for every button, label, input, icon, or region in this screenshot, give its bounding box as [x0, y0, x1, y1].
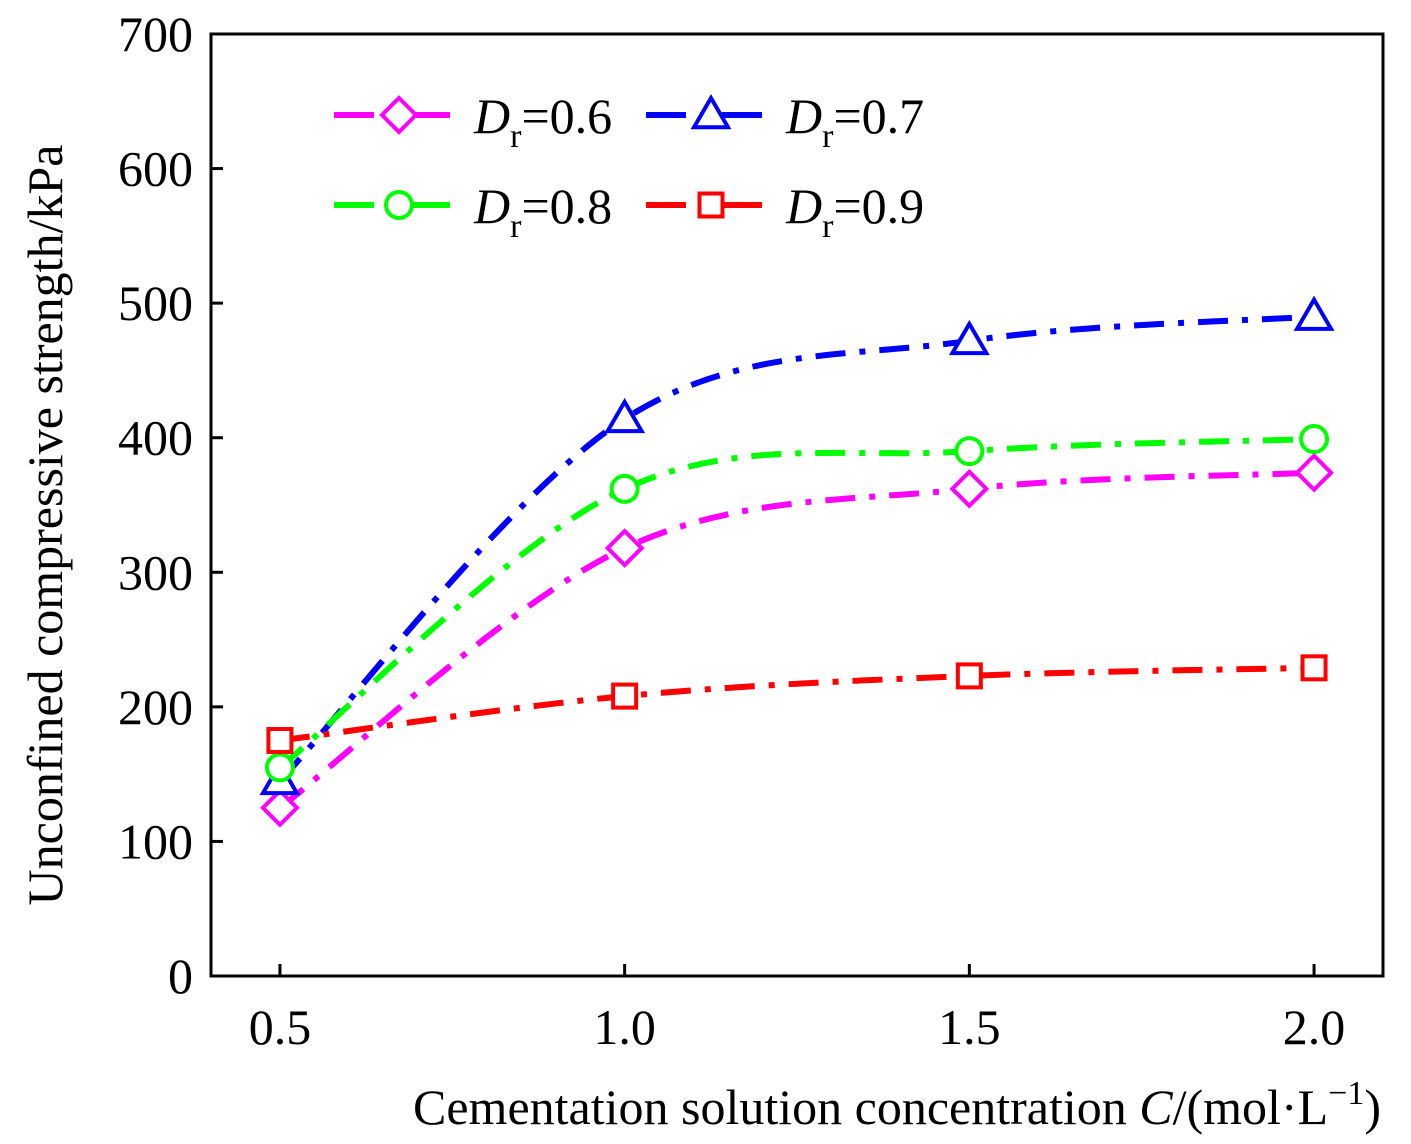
series-line-dr09 [279, 664, 1315, 744]
legend-label-sub: r [510, 118, 522, 155]
x-axis-title-unit: /(mol·L [1173, 1079, 1329, 1135]
data-point-dr09 [955, 662, 983, 690]
legend-item-dr09: Dr=0.9 [646, 178, 924, 245]
y-tick-label: 500 [118, 275, 193, 331]
y-tick-label: 700 [118, 6, 193, 62]
y-tick-label: 400 [118, 410, 193, 466]
x-tick-label: 2.0 [1283, 999, 1346, 1055]
data-point-dr09 [1300, 654, 1328, 682]
y-tick-label: 0 [168, 948, 193, 1004]
series-layer [259, 295, 1335, 828]
x-axis-title-close: ) [1364, 1079, 1381, 1135]
data-point-dr06 [1294, 452, 1334, 493]
series-dr06 [260, 452, 1334, 828]
legend-marker [379, 95, 419, 135]
x-axis-title-variable: C [1139, 1079, 1173, 1135]
x-tick-label: 1.0 [593, 999, 656, 1055]
legend-label: Dr=0.7 [785, 88, 924, 155]
legend-label-sub: r [822, 208, 834, 245]
legend-item-dr07: Dr=0.7 [646, 88, 924, 155]
data-point-dr06 [949, 469, 990, 509]
legend-label-var: D [473, 88, 510, 144]
data-point-dr08 [954, 436, 985, 467]
legend-label-sub: r [822, 118, 834, 155]
series-line-dr06 [278, 469, 1315, 811]
legend-label-sub: r [510, 208, 522, 245]
series-dr08 [264, 424, 1330, 783]
legend-marker [690, 94, 732, 130]
x-axis-title-exponent: −1 [1328, 1075, 1364, 1112]
data-point-dr09 [266, 727, 294, 754]
plot-frame [209, 32, 1385, 978]
x-axis-title: Cementation solution concentration C/(mo… [413, 1075, 1381, 1135]
y-tick-label: 100 [118, 813, 193, 869]
legend-label: Dr=0.8 [473, 178, 612, 245]
data-point-dr07 [948, 319, 990, 356]
series-line-dr07 [277, 313, 1315, 783]
legend-label: Dr=0.9 [785, 178, 924, 245]
x-tick-label: 0.5 [249, 999, 312, 1055]
legend-label-value: =0.8 [521, 178, 612, 234]
legend-label-var: D [785, 178, 822, 234]
x-tick-label: 1.5 [938, 999, 1001, 1055]
y-axis-title: Unconfined compressive strength/kPa [17, 145, 73, 906]
legend-label-var: D [785, 88, 822, 144]
data-point-dr08 [1299, 424, 1330, 455]
legend-item-dr08: Dr=0.8 [334, 178, 612, 245]
legend-item-dr06: Dr=0.6 [334, 88, 612, 155]
x-axis-title-main: Cementation solution concentration [413, 1079, 1139, 1135]
legend-label-value: =0.9 [833, 178, 924, 234]
series-line-dr08 [278, 436, 1315, 770]
series-dr09 [266, 654, 1328, 754]
legend-label-value: =0.7 [833, 88, 924, 144]
data-point-dr08 [609, 473, 640, 504]
legend-marker [384, 190, 414, 220]
data-point-dr09 [611, 682, 639, 710]
data-point-dr06 [260, 787, 300, 828]
data-point-dr07 [604, 397, 646, 434]
legend-label-value: =0.6 [521, 88, 612, 144]
y-tick-label: 600 [118, 141, 193, 197]
legend-marker [697, 191, 725, 219]
y-tick-label: 200 [118, 679, 193, 735]
axis-ticks: 0 100 200 300 400 500 600 700 0.5 1.0 1.5 2.0 [118, 6, 1345, 1055]
legend-label: Dr=0.6 [473, 88, 612, 155]
legend: Dr=0.6 Dr=0.7Dr=0.8 Dr=0.9 [334, 88, 924, 245]
data-point-dr06 [604, 528, 645, 568]
legend-label-var: D [473, 178, 510, 234]
data-point-dr07 [1293, 295, 1335, 331]
y-tick-label: 300 [118, 544, 193, 600]
data-point-dr08 [264, 752, 295, 783]
